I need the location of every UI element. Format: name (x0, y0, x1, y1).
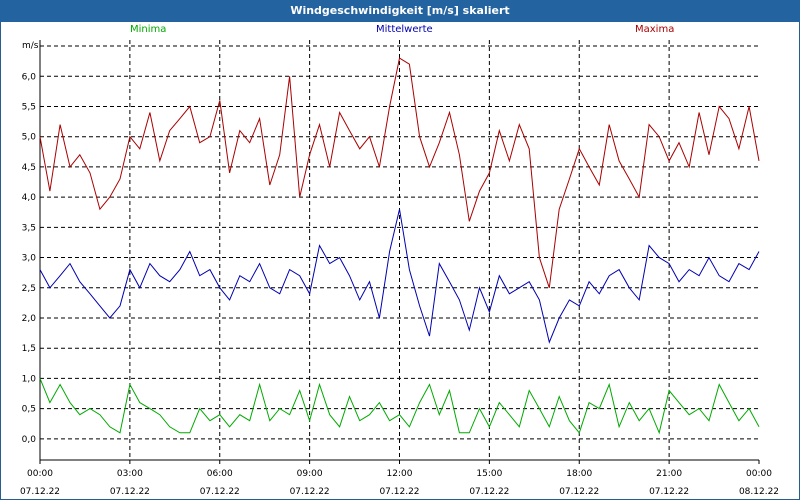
y-tick-label: 4,5 (22, 163, 36, 173)
x-tick-date-label: 07.12.22 (649, 487, 689, 497)
x-tick-date-label: 07.12.22 (110, 487, 150, 497)
y-tick-label: 5,5 (22, 102, 36, 112)
x-tick-date-label: 07.12.22 (559, 487, 599, 497)
x-tick-date-label: 07.12.22 (469, 487, 509, 497)
y-tick-label: 1,5 (22, 344, 36, 354)
series-lines (39, 57, 760, 435)
x-tick-time-label: 06:00 (207, 469, 233, 479)
y-tick-label: 2,0 (22, 314, 37, 324)
y-tick-label: 0,5 (22, 405, 36, 415)
y-tick-label: 5,0 (22, 133, 37, 143)
legend-minima: Minima (130, 24, 167, 35)
y-tick-label: 0,0 (22, 435, 37, 445)
grid-lines (40, 40, 759, 460)
x-tick-date-label: 07.12.22 (200, 487, 240, 497)
x-tick-date-label: 07.12.22 (20, 487, 60, 497)
x-tick-time-label: 18:00 (566, 469, 592, 479)
x-tick-time-label: 03:00 (117, 469, 143, 479)
x-tick-time-label: 00:00 (746, 469, 772, 479)
y-tick-label: 4,0 (22, 193, 37, 203)
chart-title: Windgeschwindigkeit [m/s] skaliert (0, 0, 800, 22)
series-line-mittelwerte (39, 209, 760, 344)
y-tick-label: 6,0 (22, 72, 37, 82)
axes: 0,0 0,5 1,0 1,5 2,0 2,5 3,0 3,5 4,0 4,5 5,0 5,5 6,0 0… (20, 40, 779, 497)
x-tick-time-label: 12:00 (387, 469, 413, 479)
series-line-minima (39, 378, 760, 435)
y-tick-label: 2,5 (22, 284, 36, 294)
x-tick-date-label: 07.12.22 (290, 487, 330, 497)
x-tick-time-label: 00:00 (27, 469, 53, 479)
y-tick-label: 3,5 (22, 223, 36, 233)
y-tick-label: 1,0 (22, 374, 37, 384)
y-tick-label: 3,0 (22, 254, 37, 264)
y-axis-unit-label: m/s (22, 41, 39, 51)
legend-mittelwerte: Mittelwerte (376, 24, 433, 35)
x-tick-date-label: 08.12.22 (739, 487, 779, 497)
x-tick-time-label: 09:00 (297, 469, 323, 479)
legend-maxima: Maxima (635, 24, 675, 35)
series-line-maxima (39, 57, 760, 288)
x-tick-time-label: 21:00 (656, 469, 682, 479)
x-tick-date-label: 07.12.22 (379, 487, 419, 497)
x-tick-time-label: 15:00 (476, 469, 502, 479)
